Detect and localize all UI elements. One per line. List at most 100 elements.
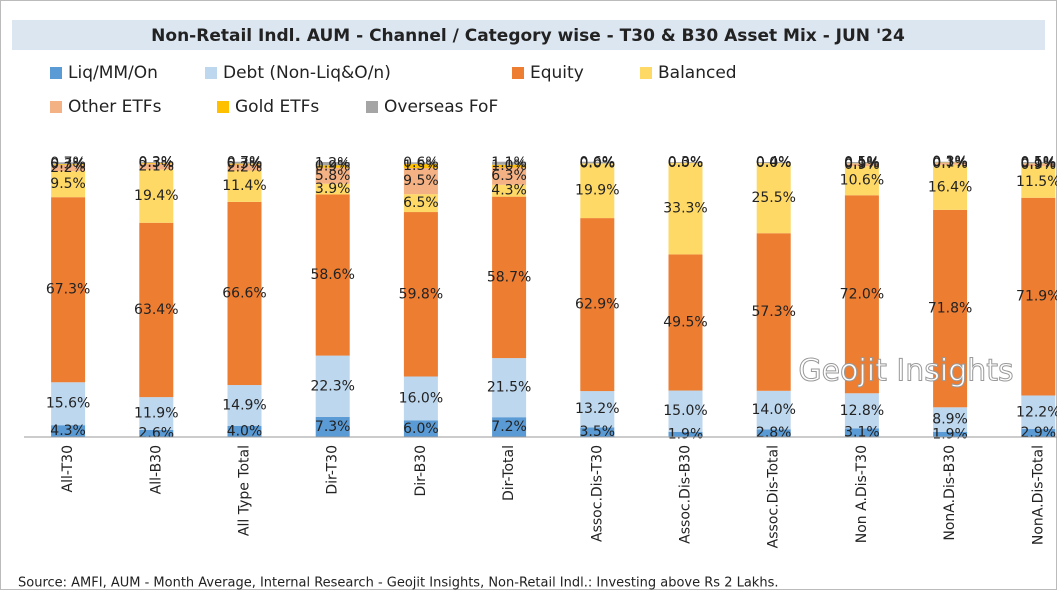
value-label: 5.8% xyxy=(315,168,351,184)
legend-swatch xyxy=(640,67,652,79)
value-label: 13.2% xyxy=(575,401,619,417)
bar-segment xyxy=(315,162,350,166)
value-label: 6.0% xyxy=(403,421,439,437)
bar-segment xyxy=(51,171,86,198)
bar-segment xyxy=(1021,163,1056,167)
value-label: 19.9% xyxy=(575,183,619,199)
value-label: 58.6% xyxy=(310,267,354,283)
bar-segment xyxy=(51,162,86,165)
bar-segment xyxy=(139,222,174,398)
value-label: 62.9% xyxy=(575,297,619,313)
value-label: 11.9% xyxy=(134,405,178,421)
value-label: 1.9% xyxy=(668,426,704,442)
x-tick-label: Dir-B30 xyxy=(413,445,429,497)
x-tick-label: NonA.Dis-Total xyxy=(1030,445,1046,545)
x-tick-label: All Type Total xyxy=(237,445,253,536)
bar-segment xyxy=(51,164,86,166)
value-label: 2.2% xyxy=(227,160,263,176)
value-label: 49.5% xyxy=(663,314,707,330)
bar-segment xyxy=(933,162,968,165)
bar-segment xyxy=(844,393,879,429)
value-label: 1.2% xyxy=(315,156,351,172)
bar-segment xyxy=(580,163,615,219)
value-label: 15.6% xyxy=(46,396,90,412)
value-label: 6.5% xyxy=(403,195,439,211)
value-label: 7.3% xyxy=(315,419,351,435)
value-label: 0.3% xyxy=(227,156,263,172)
x-tick-label: Assoc.Dis-T30 xyxy=(589,445,605,542)
bar-segment xyxy=(315,416,350,437)
value-label: 22.3% xyxy=(310,378,354,394)
bar-segment xyxy=(139,397,174,430)
bar-segment xyxy=(756,233,791,391)
bar-segment xyxy=(492,358,527,418)
value-label: 33.3% xyxy=(663,201,707,217)
legend-label: Gold ETFs xyxy=(235,97,319,117)
value-label: 57.3% xyxy=(751,304,795,320)
bar-segment xyxy=(756,429,791,437)
bar-segment xyxy=(403,212,438,377)
bar-segment xyxy=(933,407,968,432)
value-label: 1.0% xyxy=(491,158,527,174)
bar-segment xyxy=(933,209,968,408)
value-label: 58.7% xyxy=(487,269,531,285)
value-label: 2.1% xyxy=(139,159,175,175)
value-label: 59.8% xyxy=(399,286,443,302)
value-label: 11.4% xyxy=(222,178,266,194)
value-label: 2.2% xyxy=(50,160,86,176)
value-label: 21.5% xyxy=(487,380,531,396)
value-label: 0.0% xyxy=(668,155,704,171)
bar-segment xyxy=(492,184,527,197)
bar-segment xyxy=(51,165,86,172)
value-label: 25.5% xyxy=(751,190,795,206)
legend-swatch xyxy=(217,101,229,113)
x-tick-label: Assoc.Dis-B30 xyxy=(678,445,694,544)
value-label: 0.9% xyxy=(315,159,351,175)
bar-segment xyxy=(668,162,703,255)
watermark: Geojit Insights xyxy=(798,354,1013,389)
bar-segment xyxy=(580,161,615,164)
bar-segment xyxy=(492,167,527,185)
bar-segment xyxy=(844,166,879,196)
bar-segment xyxy=(580,218,615,392)
value-label: 3.9% xyxy=(315,181,351,197)
value-label: 1.5% xyxy=(403,158,439,174)
bar-segment xyxy=(227,163,262,165)
value-label: 0.3% xyxy=(668,154,704,170)
bar-segment xyxy=(1021,162,1056,164)
bar-segment xyxy=(933,431,968,437)
bar-segment xyxy=(139,429,174,437)
x-tick-label: NonA.Dis-B30 xyxy=(942,445,958,541)
bar-segment xyxy=(315,183,350,195)
bar-segment xyxy=(403,194,438,213)
bar-segment xyxy=(227,201,262,386)
bar-segment xyxy=(492,417,527,437)
value-label: 4.0% xyxy=(227,424,263,440)
x-tick-label: Assoc.Dis-Total xyxy=(766,445,782,548)
legend-label: Debt (Non-Liq&O/n) xyxy=(223,63,391,83)
value-label: 0.7% xyxy=(227,155,263,171)
legend-label: Overseas FoF xyxy=(384,97,498,117)
value-label: 14.0% xyxy=(751,402,795,418)
bar-segment xyxy=(492,196,527,359)
legend-label: Liq/MM/On xyxy=(68,63,158,83)
bar-segment xyxy=(756,163,791,234)
x-tick-label: Dir-Total xyxy=(501,445,517,501)
bar-segment xyxy=(844,195,879,394)
bar-segment xyxy=(844,428,879,437)
value-label: 0.0% xyxy=(756,155,792,171)
bar-segment xyxy=(315,167,350,184)
bar-segment xyxy=(492,161,527,165)
value-label: 11.5% xyxy=(1016,174,1057,190)
bar-segment xyxy=(403,162,438,164)
value-label: 0.0% xyxy=(580,155,616,171)
value-label: 1.1% xyxy=(491,155,527,171)
value-label: 15.0% xyxy=(663,403,707,419)
chart-title: Non-Retail Indl. AUM - Channel / Categor… xyxy=(151,26,905,46)
value-label: 2.6% xyxy=(139,425,175,441)
bar-segment xyxy=(227,426,262,437)
bar-segment xyxy=(1021,197,1056,396)
value-label: 0.9% xyxy=(1021,157,1057,173)
